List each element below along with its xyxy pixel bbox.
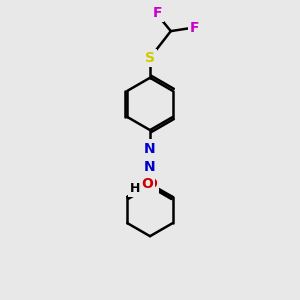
Text: N: N	[144, 160, 156, 174]
Text: O: O	[145, 177, 157, 191]
Text: O: O	[141, 178, 153, 191]
Text: N: N	[144, 142, 156, 155]
Text: F: F	[190, 21, 199, 35]
Text: F: F	[153, 6, 162, 20]
Text: S: S	[145, 51, 155, 65]
Text: H: H	[130, 182, 140, 194]
